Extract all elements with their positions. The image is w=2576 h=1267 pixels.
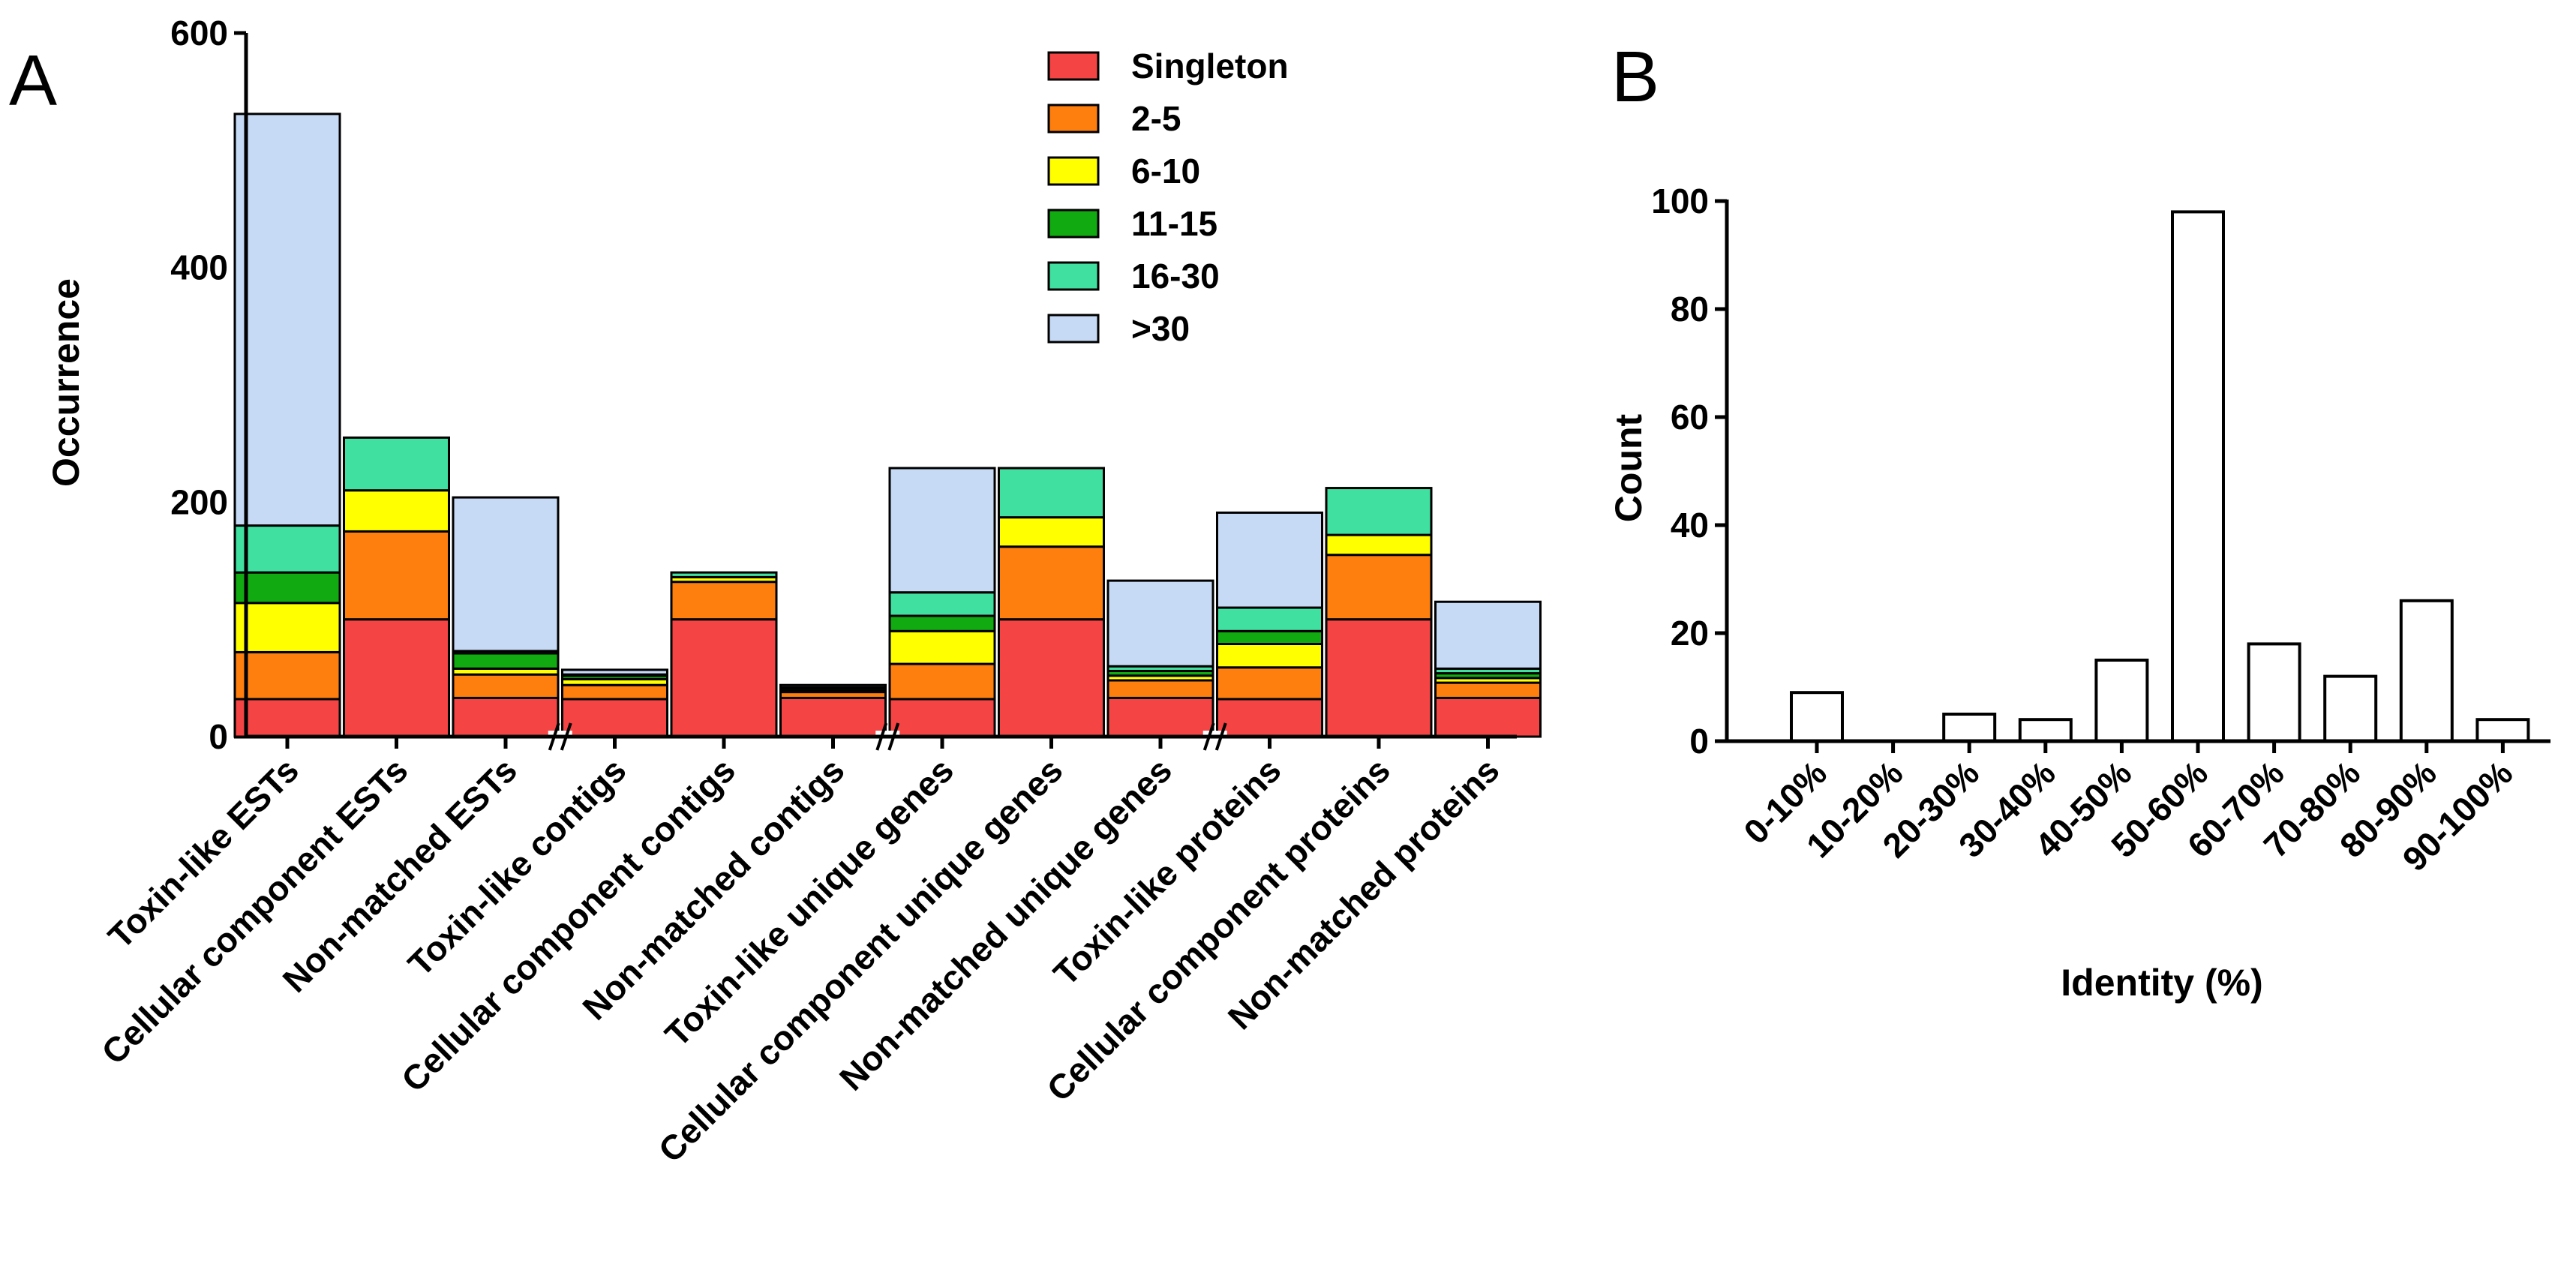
chart-a-y-axis-title: Occurrence bbox=[45, 278, 87, 487]
bar-non-matched-unique-genes-singleton bbox=[1106, 696, 1214, 738]
bar-toxin-like-proteins-2-5 bbox=[1216, 666, 1323, 701]
chart-b-y-tick-label-2: 40 bbox=[1671, 506, 1709, 545]
legend-swatch-6-10 bbox=[1047, 156, 1100, 186]
chart-b-y-tick-label-4: 80 bbox=[1671, 290, 1709, 329]
legend-label-6-10: 6-10 bbox=[1131, 152, 1200, 191]
chart-b: Count Identity (%) 0 20 40 60 80 100 0-10%10-… bbox=[1608, 182, 2550, 1004]
identity-bar-60-70pct bbox=[2247, 642, 2301, 743]
bar-cellular-component-contigs-16-30 bbox=[670, 571, 778, 578]
legend-swatch-16-30 bbox=[1047, 261, 1100, 291]
bar-cellular-component-ests-singleton bbox=[343, 618, 450, 738]
chart-b-y-ticks: 0 20 40 60 80 100 bbox=[1651, 182, 1727, 761]
legend-swatch-singleton bbox=[1047, 51, 1100, 81]
chart-b-x-axis-title: Identity (%) bbox=[2061, 962, 2262, 1004]
chart-b-axes bbox=[1725, 200, 2550, 743]
bar-non-matched-ests-gt30 bbox=[452, 496, 560, 653]
legend-label-16-30: 16-30 bbox=[1131, 257, 1220, 296]
bar-non-matched-contigs-gt30 bbox=[779, 683, 887, 689]
bar-non-matched-proteins-singleton bbox=[1434, 696, 1542, 738]
bar-toxin-like-unique-genes-2-5 bbox=[888, 662, 996, 701]
chart-a-y-tick-label-1: 200 bbox=[170, 482, 228, 521]
category-label-cellular-component-unique-genes: Cellular component unique genes bbox=[650, 750, 1070, 1169]
chart-b-category-labels: 0-10%10-20%20-30%30-40%40-50%50-60%60-70… bbox=[1736, 741, 2520, 878]
identity-bar-0-10pct bbox=[1790, 691, 1844, 743]
bar-toxin-like-proteins-6-10 bbox=[1216, 642, 1323, 669]
bar-toxin-like-proteins-16-30 bbox=[1216, 606, 1323, 632]
bar-cellular-component-ests-16-30 bbox=[343, 436, 450, 492]
bar-toxin-like-ests-6-10 bbox=[233, 602, 341, 653]
bar-cellular-component-proteins-6-10 bbox=[1325, 533, 1433, 557]
chart-b-y-tick-label-3: 60 bbox=[1671, 398, 1709, 437]
bar-toxin-like-contigs-2-5 bbox=[561, 683, 668, 701]
bar-toxin-like-proteins-11-15 bbox=[1216, 629, 1323, 645]
legend-swatch-11-15 bbox=[1047, 209, 1100, 239]
identity-bar-30-40pct bbox=[2018, 718, 2073, 743]
bar-non-matched-proteins-gt30 bbox=[1434, 600, 1542, 670]
bar-toxin-like-unique-genes-singleton bbox=[888, 698, 996, 738]
legend-label-singleton: Singleton bbox=[1131, 47, 1289, 86]
bar-cellular-component-unique-genes-6-10 bbox=[998, 516, 1105, 548]
bar-toxin-like-ests-11-15 bbox=[233, 571, 341, 605]
bar-toxin-like-unique-genes-gt30 bbox=[888, 467, 996, 594]
identity-bar-80-90pct bbox=[2399, 599, 2454, 743]
bar-cellular-component-unique-genes-singleton bbox=[998, 618, 1105, 738]
bar-toxin-like-ests-16-30 bbox=[233, 524, 341, 574]
legend-swatch-2-5 bbox=[1047, 104, 1100, 134]
chart-a-y-ticks: 0 200 400 600 bbox=[170, 14, 246, 756]
chart-a-y-tick-label-0: 0 bbox=[209, 717, 228, 756]
bar-toxin-like-ests-singleton bbox=[233, 698, 341, 738]
chart-b-bars bbox=[1790, 210, 2530, 743]
bar-toxin-like-proteins-singleton bbox=[1216, 698, 1323, 738]
legend-label-2-5: 2-5 bbox=[1131, 99, 1181, 138]
identity-bar-50-60pct bbox=[2171, 210, 2225, 743]
panel-b-label: B bbox=[1611, 37, 1659, 117]
bar-cellular-component-proteins-16-30 bbox=[1325, 487, 1433, 536]
panel-a-label: A bbox=[9, 41, 57, 121]
bar-non-matched-ests-2-5 bbox=[452, 673, 560, 699]
bar-cellular-component-proteins-singleton bbox=[1325, 618, 1433, 738]
identity-bar-70-80pct bbox=[2323, 674, 2378, 743]
legend-label-gt30: >30 bbox=[1131, 309, 1190, 348]
chart-b-y-tick-label-0: 0 bbox=[1689, 722, 1709, 761]
bar-cellular-component-ests-2-5 bbox=[343, 530, 450, 621]
bar-cellular-component-unique-genes-2-5 bbox=[998, 545, 1105, 621]
bar-non-matched-proteins-2-5 bbox=[1434, 681, 1542, 699]
bar-toxin-like-unique-genes-6-10 bbox=[888, 629, 996, 665]
bar-toxin-like-proteins-gt30 bbox=[1216, 511, 1323, 609]
bar-cellular-component-unique-genes-16-30 bbox=[998, 467, 1105, 519]
identity-bar-90-100pct bbox=[2475, 718, 2530, 743]
chart-a-bars bbox=[233, 113, 1542, 738]
chart-b-y-tick-label-5: 100 bbox=[1651, 182, 1709, 221]
chart-b-y-tick-label-1: 20 bbox=[1671, 614, 1709, 653]
bar-cellular-component-contigs-singleton bbox=[670, 618, 778, 738]
bar-toxin-like-unique-genes-16-30 bbox=[888, 591, 996, 617]
bar-non-matched-unique-genes-gt30 bbox=[1106, 579, 1214, 668]
bar-toxin-like-ests-2-5 bbox=[233, 650, 341, 701]
bar-non-matched-ests-singleton bbox=[452, 696, 560, 738]
category-label-toxin-like-ests: Toxin-like ESTs bbox=[101, 750, 306, 956]
bar-cellular-component-contigs-2-5 bbox=[670, 581, 778, 621]
bar-cellular-component-proteins-2-5 bbox=[1325, 554, 1433, 621]
bar-cellular-component-ests-6-10 bbox=[343, 489, 450, 533]
bar-toxin-like-contigs-singleton bbox=[561, 698, 668, 738]
bar-non-matched-ests-11-15 bbox=[452, 652, 560, 670]
identity-bar-40-50pct bbox=[2094, 659, 2149, 743]
bar-toxin-like-unique-genes-11-15 bbox=[888, 614, 996, 632]
legend-label-11-15: 11-15 bbox=[1131, 204, 1217, 243]
chart-b-y-axis-title: Count bbox=[1608, 413, 1650, 522]
bar-toxin-like-contigs-gt30 bbox=[561, 668, 668, 676]
chart-a-y-tick-label-2: 400 bbox=[170, 248, 228, 287]
legend-swatch-gt30 bbox=[1047, 314, 1100, 344]
chart-a-axes bbox=[244, 33, 1517, 739]
bar-non-matched-contigs-singleton bbox=[779, 696, 887, 738]
bar-toxin-like-ests-gt30 bbox=[233, 113, 341, 527]
identity-bar-20-30pct bbox=[1942, 713, 1997, 743]
chart-a-y-tick-label-3: 600 bbox=[170, 14, 228, 53]
bar-non-matched-unique-genes-2-5 bbox=[1106, 679, 1214, 699]
chart-a-legend: Singleton 2-5 6-10 11-15 16-30 >30 bbox=[1047, 47, 1289, 348]
